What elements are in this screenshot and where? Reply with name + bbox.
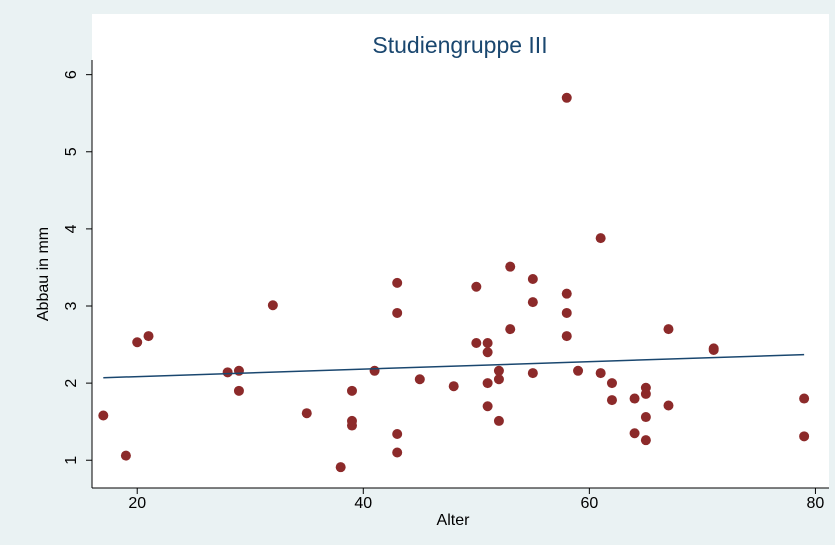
point [505,324,516,335]
point [369,365,380,376]
point [392,307,403,318]
point [573,365,584,376]
y-tick-label: 4 [63,224,80,233]
point [346,420,357,431]
point [482,347,493,358]
point [301,408,312,419]
y-tick-label: 1 [63,456,80,465]
point [143,331,154,342]
point [392,429,403,440]
point [606,395,617,406]
point [527,274,538,285]
point [482,338,493,349]
point [505,261,516,272]
point [561,307,572,318]
y-tick-label: 5 [63,147,80,156]
point [98,410,109,421]
x-tick-label: 60 [580,495,598,512]
x-tick-label: 40 [354,495,372,512]
y-tick-label: 3 [63,301,80,310]
x-tick-label: 80 [807,495,825,512]
point [640,388,651,399]
point [629,393,640,404]
point [233,385,244,396]
point [267,300,278,311]
point [799,431,810,442]
point [482,378,493,389]
point [471,338,482,349]
y-tick-label: 2 [63,379,80,388]
plot-region [92,14,829,488]
point [527,368,538,379]
point [392,447,403,458]
point [708,344,719,355]
point [561,288,572,299]
point [606,378,617,389]
x-tick-label: 20 [128,495,146,512]
point [471,281,482,292]
chart-title: Studiengruppe III [372,32,547,58]
point [120,450,131,461]
y-axis-title: Abbau in mm [35,227,52,321]
point [561,92,572,103]
fit-line [103,353,805,379]
point [640,435,651,446]
point [595,233,606,244]
point [595,368,606,379]
point [799,393,810,404]
point [233,365,244,376]
point [663,400,674,411]
point [493,374,504,385]
point [640,412,651,423]
x-axis-title: Alter [437,512,471,529]
point [132,337,143,348]
point [346,385,357,396]
point [561,331,572,342]
y-tick-label: 6 [63,70,80,79]
point [335,462,346,473]
point [493,415,504,426]
point [527,297,538,308]
point [663,324,674,335]
point [629,428,640,439]
point [482,401,493,412]
point [493,365,504,376]
point [414,374,425,385]
point [448,381,459,392]
point [392,277,403,288]
point [222,367,233,378]
